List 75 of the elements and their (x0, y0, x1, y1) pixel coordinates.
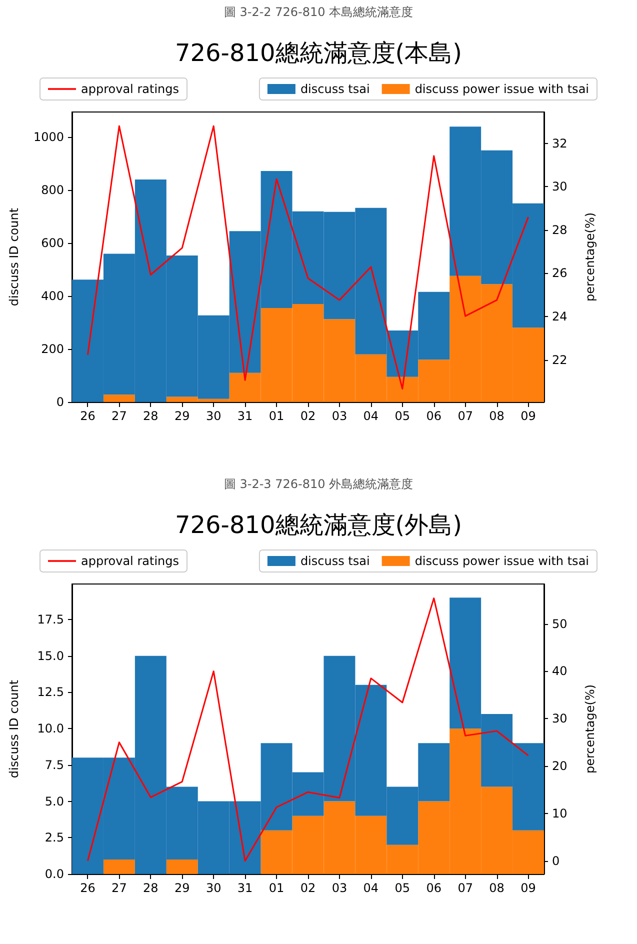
x-tick-label: 05 (394, 881, 410, 895)
y-tick-label: 1000 (33, 130, 64, 144)
y2-tick-label: 50 (552, 616, 568, 631)
y-tick-label: 600 (41, 236, 64, 250)
caption: 圖 3-2-2 726-810 本島總統滿意度 (224, 5, 414, 19)
y2-tick-label: 22 (552, 352, 568, 367)
y-tick-label: 200 (41, 342, 64, 356)
x-tick-label: 30 (206, 881, 222, 895)
y-tick-label: 2.5 (44, 830, 64, 845)
x-tick-label: 26 (80, 409, 96, 423)
bar (166, 859, 198, 874)
x-tick-label: 08 (489, 881, 504, 895)
y-tick-label: 15.0 (37, 648, 64, 663)
y-tick-label: 800 (41, 183, 64, 198)
legend-label: discuss tsai (300, 82, 370, 96)
y-tick-label: 7.5 (44, 758, 64, 772)
legend-label: approval ratings (81, 82, 180, 96)
y-tick-label: 17.5 (37, 612, 64, 626)
x-tick-label: 05 (394, 409, 410, 423)
bar (103, 859, 135, 874)
x-tick-label: 29 (174, 881, 190, 895)
y2-tick-label: 20 (552, 759, 568, 774)
y2-tick-label: 24 (552, 310, 568, 324)
x-tick-label: 28 (143, 409, 158, 423)
legend-label: discuss power issue with tsai (414, 554, 589, 568)
x-tick-label: 28 (143, 881, 158, 895)
x-tick-label: 03 (332, 881, 348, 895)
bar (103, 394, 135, 402)
x-tick-label: 27 (112, 881, 127, 895)
y-tick-label: 10.0 (37, 722, 64, 736)
x-tick-label: 27 (112, 409, 127, 423)
x-tick-label: 06 (426, 881, 442, 895)
chart-title: 726-810總統滿意度(外島) (174, 511, 462, 539)
y2-axis-title: percentage(%) (583, 212, 597, 302)
x-tick-label: 07 (458, 409, 473, 423)
x-tick-label: 04 (363, 409, 379, 423)
caption: 圖 3-2-3 726-810 外島總統滿意度 (224, 477, 414, 491)
y2-tick-label: 30 (552, 180, 568, 194)
y-axis-title: discuss ID count (7, 208, 21, 306)
y-tick-label: 400 (41, 289, 64, 304)
y2-tick-label: 30 (552, 712, 568, 726)
y2-tick-label: 26 (552, 266, 568, 280)
y2-tick-label: 32 (552, 136, 568, 150)
y2-tick-label: 28 (552, 222, 568, 237)
x-tick-label: 07 (458, 881, 473, 895)
x-tick-label: 01 (268, 409, 284, 423)
x-tick-label: 06 (426, 409, 442, 423)
x-tick-label: 29 (174, 409, 190, 423)
x-tick-label: 26 (80, 881, 96, 895)
chart-title: 726-810總統滿意度(本島) (174, 39, 462, 67)
x-tick-label: 31 (237, 409, 253, 423)
x-tick-label: 01 (268, 881, 284, 895)
y-axis-title: discuss ID count (7, 680, 21, 778)
y-tick-label: 0 (56, 395, 64, 409)
line-series (86, 597, 530, 862)
x-tick-label: 31 (237, 881, 253, 895)
x-tick-label: 02 (300, 409, 316, 423)
legend-label: discuss tsai (300, 554, 370, 568)
y2-tick-label: 10 (552, 806, 568, 820)
y2-axis-title: percentage(%) (583, 684, 597, 774)
legend-label: approval ratings (81, 554, 180, 568)
y-tick-label: 0.0 (44, 867, 64, 881)
y2-tick-label: 0 (552, 854, 560, 868)
x-tick-label: 30 (206, 409, 222, 423)
y-tick-label: 5.0 (44, 794, 64, 808)
x-tick-label: 03 (332, 409, 348, 423)
legend-label: discuss power issue with tsai (414, 82, 589, 96)
x-tick-label: 04 (363, 881, 379, 895)
x-tick-label: 09 (520, 409, 536, 423)
y2-tick-label: 40 (552, 664, 568, 678)
y-tick-label: 12.5 (37, 685, 64, 700)
line-series (86, 125, 530, 390)
x-tick-label: 09 (520, 881, 536, 895)
x-tick-label: 02 (300, 881, 316, 895)
x-tick-label: 08 (489, 409, 504, 423)
